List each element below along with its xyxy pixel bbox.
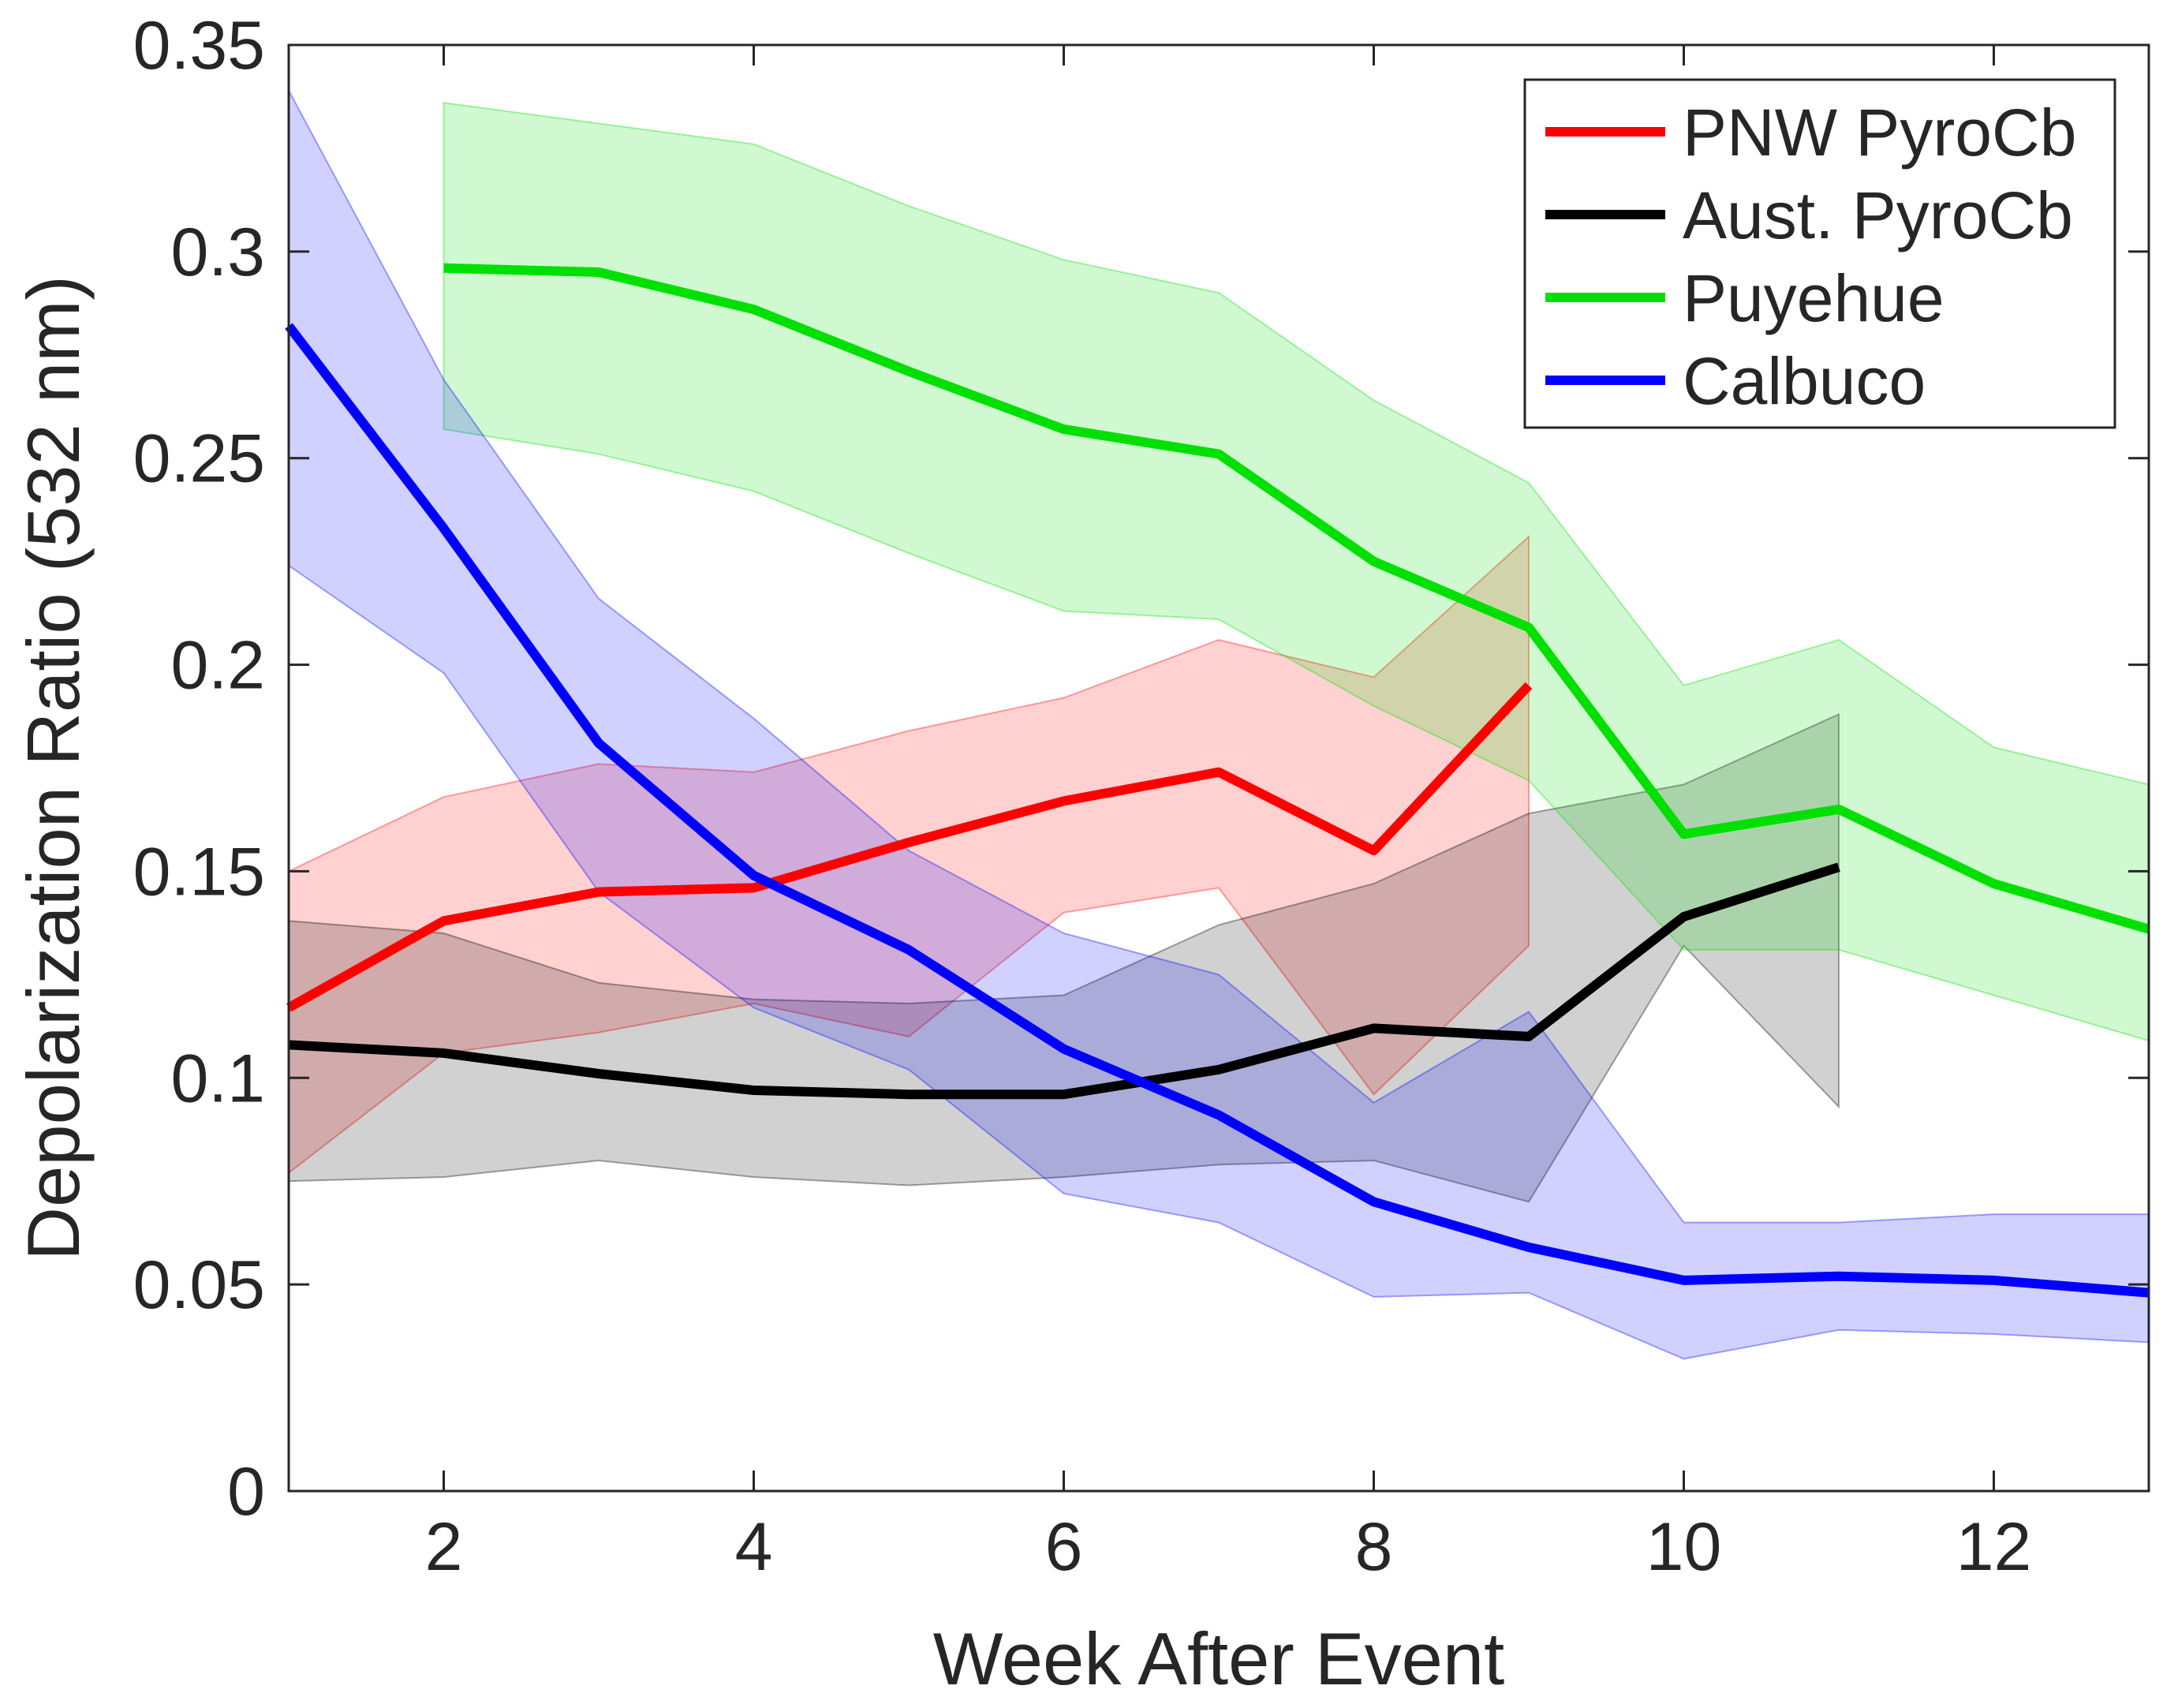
puyehue-legend-label: Puyehue [1683,261,1944,335]
legend: PNW PyroCb Aust. PyroCb Puyehue Calbuco [1523,78,2116,429]
pnw-pyrocb-legend-label: PNW PyroCb [1683,95,2076,170]
x-tick-label: 4 [735,1509,773,1585]
y-tick-label: 0.25 [133,421,265,497]
plot-frame [287,43,2150,1493]
y-tick-label: 0.15 [133,834,265,910]
x-tick-label: 8 [1355,1509,1393,1585]
aust-pyrocb-line [288,862,1840,1100]
y-tick-label: 0.35 [133,8,265,84]
pnw-pyrocb-line [286,682,1533,1012]
y-axis-ticks: 0 0.05 0.1 0.15 0.2 0.25 0.3 0.35 [133,8,2149,1530]
x-tick-label: 12 [1956,1509,2032,1585]
calbuco-legend-label: Calbuco [1683,344,1926,418]
legend-box [1523,78,2116,429]
y-tick-label: 0.3 [170,215,265,290]
series-lines [285,263,2150,1298]
y-tick-label: 0 [227,1454,265,1530]
x-axis-label: Week After Event [933,1617,1505,1700]
y-tick-label: 0.05 [133,1247,265,1323]
pnw-pyrocb-band [288,534,1530,1175]
puyehue-line [443,263,2150,934]
y-tick-label: 0.2 [170,628,265,704]
aust-pyrocb-legend-label: Aust. PyroCb [1683,178,2073,252]
x-tick-label: 2 [425,1509,463,1585]
y-tick-label: 0.1 [170,1041,265,1116]
y-axis-label: Depolarization Ratio (532 nm) [12,275,95,1261]
x-axis-ticks: 2 4 6 8 10 12 [425,45,2032,1585]
x-tick-label: 10 [1646,1509,1722,1585]
x-tick-label: 6 [1045,1509,1083,1585]
calbuco-line [285,323,2150,1298]
